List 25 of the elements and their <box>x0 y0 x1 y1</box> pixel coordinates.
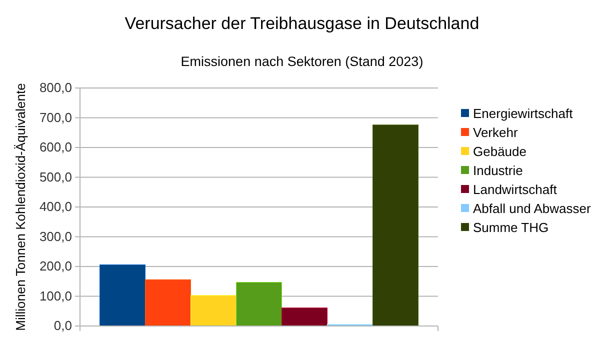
y-tick-label: 800,0 <box>39 80 72 96</box>
y-tick-label: 100,0 <box>39 288 72 304</box>
y-tick-label: 200,0 <box>39 258 72 274</box>
bar <box>145 279 191 326</box>
y-tick-label: 0,0 <box>54 318 72 334</box>
bar <box>236 282 282 326</box>
legend-label: Energiewirtschaft <box>473 106 574 121</box>
legend-label: Gebäude <box>473 144 526 159</box>
bar <box>282 308 328 326</box>
legend-label: Verkehr <box>473 125 518 140</box>
chart-title: Verursacher der Treibhausgase in Deutschland <box>124 14 480 33</box>
legend-label: Industrie <box>473 163 523 178</box>
bar <box>372 124 419 326</box>
legend-label: Landwirtschaft <box>473 182 558 197</box>
y-tick-label: 600,0 <box>39 140 72 155</box>
chart-subtitle: Emissionen nach Sektoren (Stand 2023) <box>180 54 424 69</box>
y-tick-label: 700,0 <box>39 110 72 125</box>
y-tick-label: 400,0 <box>39 199 72 214</box>
legend-label: Summe THG <box>473 220 549 235</box>
y-tick-label: 500,0 <box>39 169 72 184</box>
y-tick-label: 300,0 <box>39 228 72 244</box>
legend-label: Abfall und Abwasser <box>473 201 592 216</box>
y-axis-title: Millionen Tonnen Kohlendioxid-Äquivalente <box>13 83 28 331</box>
bar <box>190 295 236 326</box>
bar <box>99 264 146 326</box>
